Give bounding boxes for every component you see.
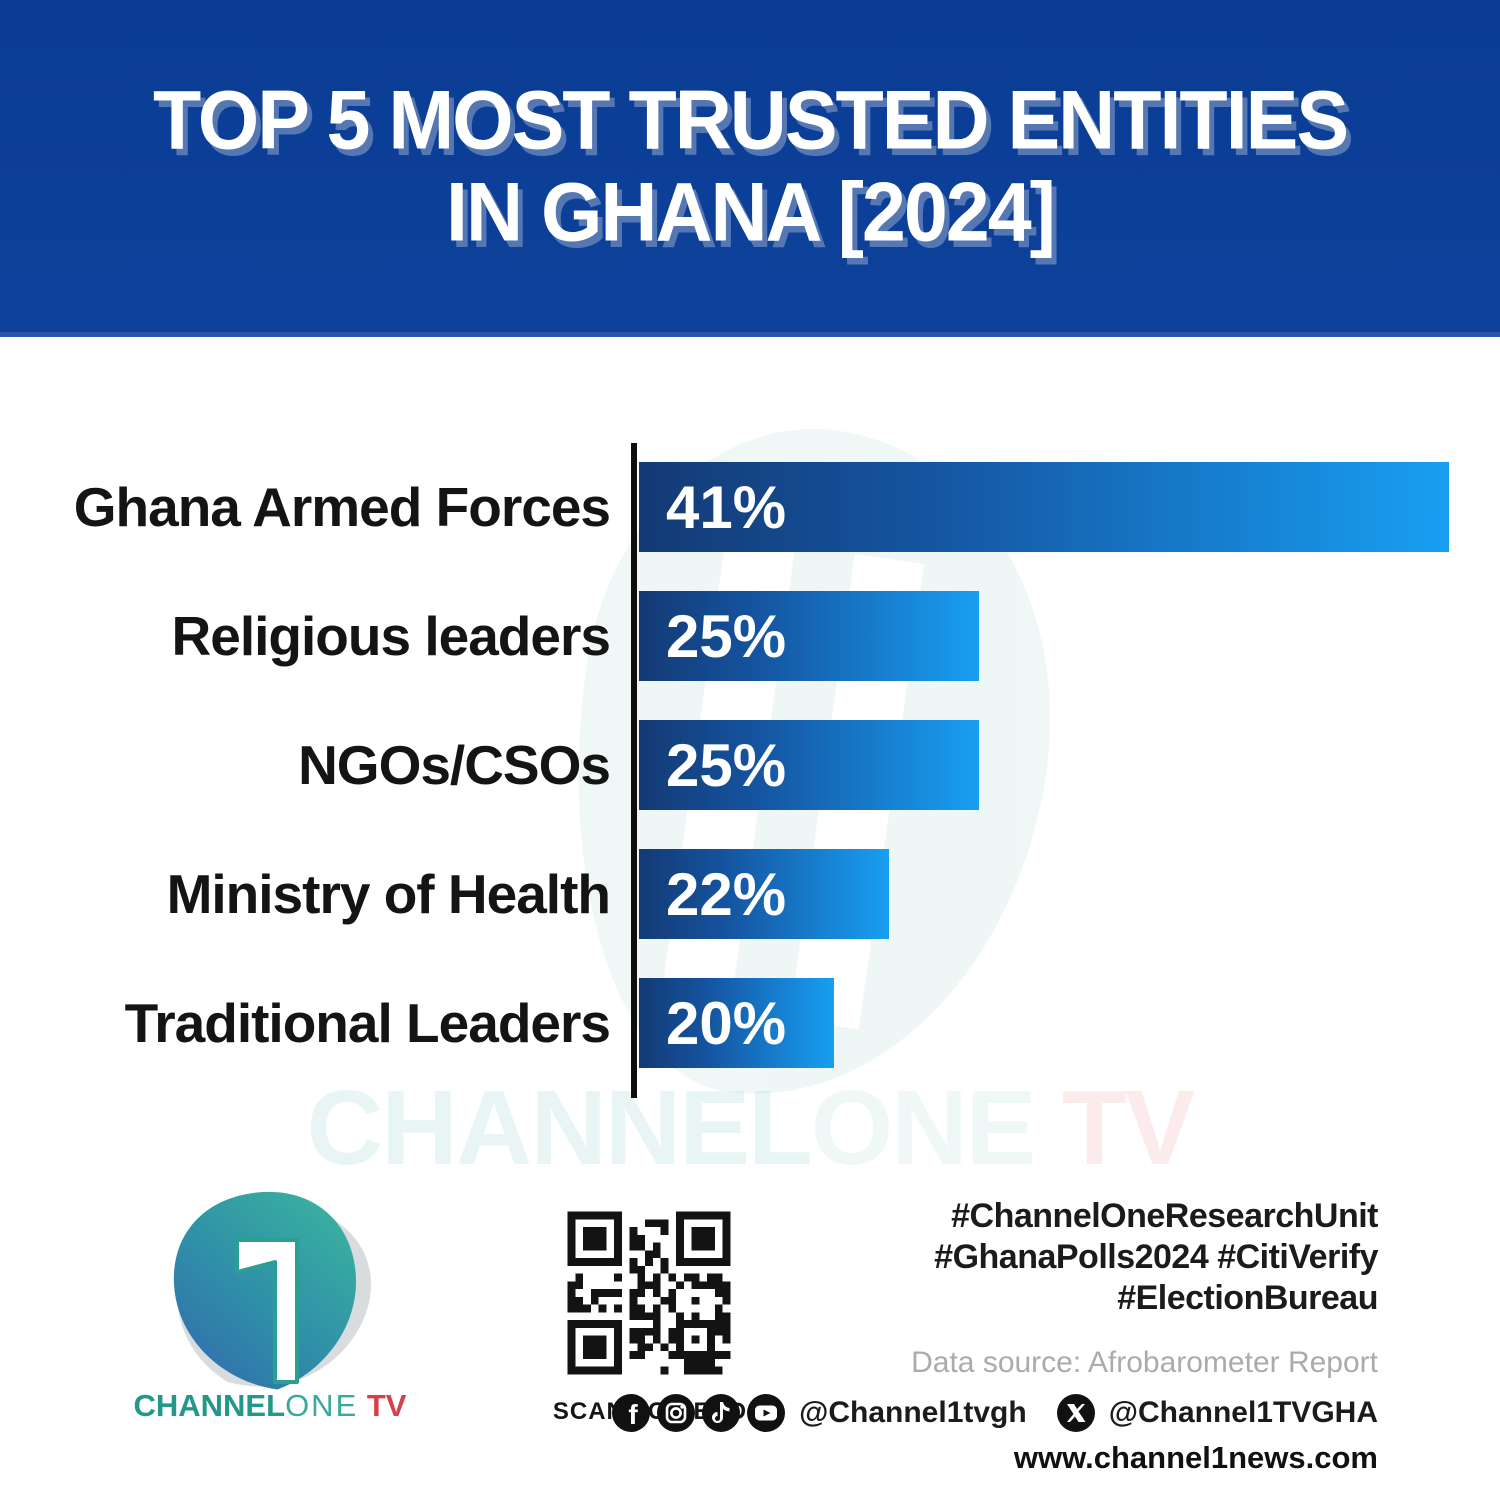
bar: 41% bbox=[639, 462, 1449, 552]
bar-row: Religious leaders 25% bbox=[0, 591, 1500, 681]
bar: 22% bbox=[639, 849, 889, 939]
bar-row: Traditional Leaders 20% bbox=[0, 978, 1500, 1068]
youtube-icon bbox=[747, 1394, 786, 1432]
hashtag-line: #GhanaPolls2024 #CitiVerify bbox=[934, 1238, 1378, 1276]
bar-value-label: 25% bbox=[666, 602, 787, 670]
logo-numeral-1 bbox=[235, 1238, 299, 1384]
bar-category-label: NGOs/CSOs bbox=[298, 734, 611, 796]
data-source-label: Data source: Afrobarometer Report bbox=[911, 1346, 1378, 1379]
social-row: f @ bbox=[612, 1393, 1378, 1433]
bar: 25% bbox=[639, 591, 979, 681]
header-banner: TOP 5 MOST TRUSTED ENTITIES IN GHANA [20… bbox=[0, 0, 1500, 337]
bar-row: NGOs/CSOs 25% bbox=[0, 720, 1500, 810]
bar: 20% bbox=[639, 978, 834, 1068]
hashtag-line: #ChannelOneResearchUnit bbox=[951, 1197, 1378, 1235]
tiktok-icon bbox=[702, 1394, 741, 1432]
bar-category-label: Ministry of Health bbox=[166, 863, 611, 925]
bar-value-label: 22% bbox=[666, 860, 787, 928]
bar-value-label: 20% bbox=[666, 989, 787, 1057]
bar-value-label: 25% bbox=[666, 731, 787, 799]
svg-text:f: f bbox=[628, 1399, 638, 1430]
bar-row: Ghana Armed Forces 41% bbox=[0, 462, 1500, 552]
bar: 25% bbox=[639, 720, 979, 810]
footer: CHANNELONE TV SCAN TO READ #ChannelOneRe… bbox=[0, 1160, 1500, 1500]
social-handle-main: @Channel1tvgh bbox=[799, 1396, 1027, 1429]
logo-pick-shape bbox=[173, 1191, 357, 1390]
facebook-icon: f bbox=[612, 1394, 651, 1432]
page-title-line1: TOP 5 MOST TRUSTED ENTITIES bbox=[152, 72, 1349, 167]
qr-code bbox=[552, 1196, 746, 1390]
channel-one-text-watermark: CHANNELONE TV bbox=[306, 1069, 1196, 1187]
hashtags: #ChannelOneResearchUnit #GhanaPolls2024 … bbox=[738, 1196, 1378, 1319]
bar-row: Ministry of Health 22% bbox=[0, 849, 1500, 939]
chart-axis-line bbox=[631, 443, 637, 1098]
bar-category-label: Ghana Armed Forces bbox=[73, 476, 611, 538]
hashtag-line: #ElectionBureau bbox=[1117, 1279, 1378, 1317]
bar-category-label: Religious leaders bbox=[171, 605, 611, 667]
page-title-line2: IN GHANA [2024] bbox=[446, 164, 1056, 259]
bar-category-label: Traditional Leaders bbox=[124, 992, 611, 1054]
footer-right-column: #ChannelOneResearchUnit #GhanaPolls2024 … bbox=[612, 1196, 1379, 1476]
channel-one-logo bbox=[173, 1191, 371, 1390]
bar-value-label: 41% bbox=[666, 473, 787, 541]
x-icon bbox=[1056, 1394, 1095, 1432]
instagram-icon bbox=[657, 1394, 696, 1432]
brand-wordmark: CHANNELONE TV bbox=[133, 1388, 407, 1423]
website-url: www.channel1news.com bbox=[1013, 1440, 1378, 1475]
social-handle-x: @Channel1TVGHA bbox=[1108, 1396, 1378, 1429]
